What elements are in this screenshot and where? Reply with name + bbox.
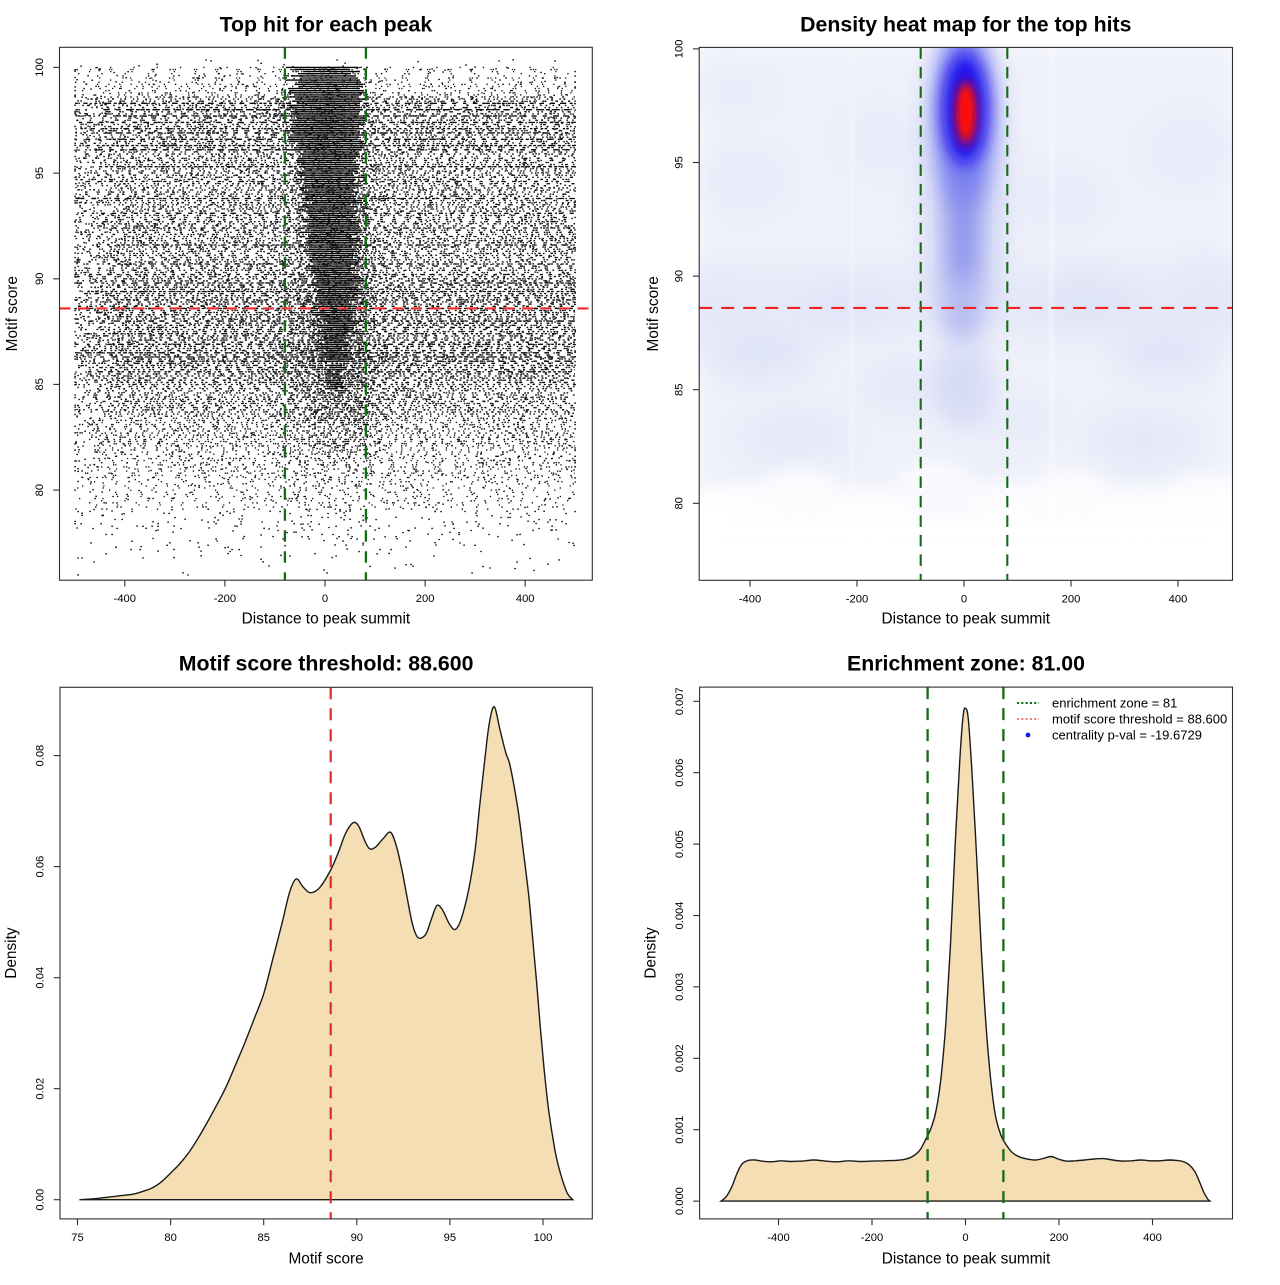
svg-text:0.04: 0.04 (34, 967, 46, 989)
svg-text:-200: -200 (214, 593, 236, 605)
svg-text:0.00: 0.00 (34, 1189, 46, 1211)
svg-text:0.02: 0.02 (34, 1078, 46, 1100)
svg-text:0.08: 0.08 (34, 745, 46, 767)
svg-text:0.002: 0.002 (674, 1044, 686, 1072)
svg-text:-400: -400 (114, 593, 136, 605)
svg-text:85: 85 (34, 378, 46, 390)
svg-text:0.005: 0.005 (674, 830, 686, 858)
svg-text:Top hit for each peak: Top hit for each peak (220, 13, 433, 37)
svg-text:85: 85 (257, 1232, 269, 1244)
svg-text:Distance to peak summit: Distance to peak summit (882, 1251, 1051, 1268)
svg-text:85: 85 (674, 383, 686, 395)
svg-text:Enrichment zone: 81.00: Enrichment zone: 81.00 (847, 652, 1085, 676)
svg-text:Distance to peak summit: Distance to peak summit (882, 611, 1051, 628)
svg-text:Motif score: Motif score (4, 276, 21, 351)
svg-text:80: 80 (34, 484, 46, 496)
svg-text:-400: -400 (739, 593, 761, 605)
svg-text:400: 400 (516, 593, 535, 605)
svg-text:75: 75 (71, 1232, 83, 1244)
svg-text:0.004: 0.004 (674, 902, 686, 930)
svg-text:-200: -200 (861, 1232, 883, 1244)
svg-text:0: 0 (961, 593, 967, 605)
svg-text:0: 0 (322, 593, 328, 605)
svg-text:0.06: 0.06 (34, 856, 46, 878)
svg-text:200: 200 (1050, 1232, 1069, 1244)
svg-text:Motif score: Motif score (645, 276, 662, 351)
svg-text:0.001: 0.001 (674, 1116, 686, 1144)
svg-text:90: 90 (674, 270, 686, 282)
svg-text:Density: Density (3, 927, 20, 979)
svg-text:90: 90 (34, 273, 46, 285)
svg-text:100: 100 (34, 58, 46, 77)
svg-text:200: 200 (1062, 593, 1081, 605)
svg-text:0.003: 0.003 (674, 973, 686, 1001)
svg-text:enrichment zone = 81: enrichment zone = 81 (1052, 696, 1177, 711)
svg-text:90: 90 (351, 1232, 363, 1244)
svg-text:motif score threshold = 88.600: motif score threshold = 88.600 (1052, 712, 1227, 727)
svg-text:80: 80 (164, 1232, 176, 1244)
svg-text:0.007: 0.007 (674, 687, 686, 715)
svg-text:95: 95 (34, 167, 46, 179)
svg-text:Motif score: Motif score (288, 1251, 363, 1268)
svg-text:100: 100 (534, 1232, 553, 1244)
svg-text:Density heat map for the top h: Density heat map for the top hits (800, 13, 1131, 37)
svg-text:-200: -200 (846, 593, 868, 605)
svg-text:0.006: 0.006 (674, 759, 686, 787)
svg-text:80: 80 (674, 497, 686, 509)
svg-text:Density: Density (643, 927, 660, 979)
svg-text:400: 400 (1169, 593, 1188, 605)
svg-text:95: 95 (674, 156, 686, 168)
svg-text:centrality p-val = -19.6729: centrality p-val = -19.6729 (1052, 728, 1202, 743)
svg-text:100: 100 (674, 40, 686, 59)
svg-text:200: 200 (416, 593, 435, 605)
svg-text:400: 400 (1143, 1232, 1162, 1244)
svg-text:Distance to peak summit: Distance to peak summit (242, 611, 411, 628)
svg-text:Motif score threshold: 88.600: Motif score threshold: 88.600 (179, 652, 474, 676)
svg-text:0: 0 (962, 1232, 968, 1244)
svg-text:-400: -400 (767, 1232, 789, 1244)
svg-text:95: 95 (444, 1232, 456, 1244)
svg-text:0.000: 0.000 (674, 1187, 686, 1215)
